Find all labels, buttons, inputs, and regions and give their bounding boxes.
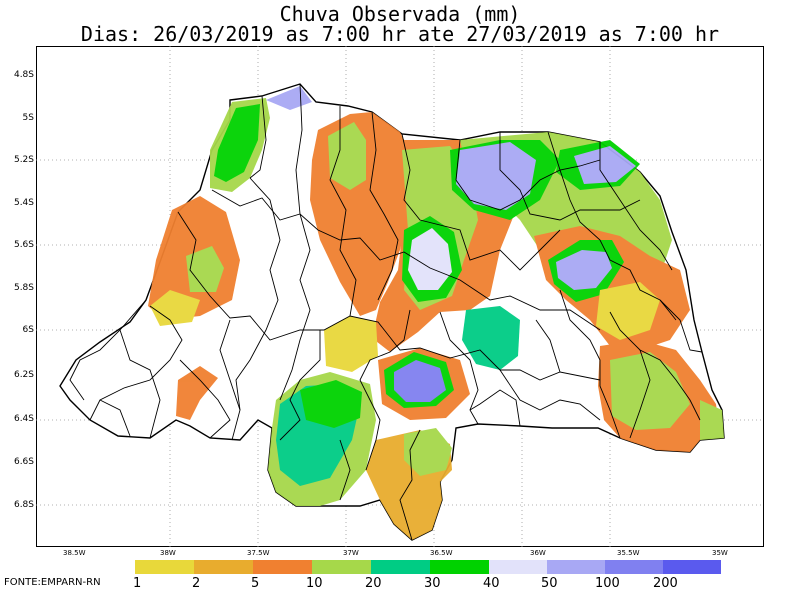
legend-label: 10	[306, 576, 323, 591]
legend-swatch	[194, 560, 253, 574]
legend-label: 5	[251, 576, 260, 591]
x-tick-label: 36W	[530, 549, 546, 557]
municipal-boundaries	[69, 83, 703, 541]
rain-area-coast-core	[574, 146, 636, 184]
rain-area-east-core	[556, 250, 612, 290]
legend-label: 200	[653, 576, 678, 591]
legend-swatch	[547, 560, 605, 574]
rain-area-east-light	[596, 282, 660, 340]
rain-area-northwest-core	[214, 104, 260, 182]
legend-label: 30	[424, 576, 441, 591]
y-tick-label: 5.6S	[13, 240, 34, 250]
legend-swatch	[489, 560, 547, 574]
rain-area-central-north-core	[328, 122, 366, 190]
legend-label: 2	[192, 576, 201, 591]
y-tick-label: 6.4S	[13, 414, 34, 424]
x-tick-label: 35W	[712, 549, 728, 557]
map-frame	[36, 46, 764, 547]
y-tick-label: 6S	[22, 325, 34, 335]
x-tick-label: 37.5W	[247, 549, 270, 557]
rain-area-east-coast	[700, 400, 724, 440]
legend-swatch	[371, 560, 430, 574]
x-tick-label: 38W	[160, 549, 176, 557]
legend-label: 20	[365, 576, 382, 591]
map-period: Dias: 26/03/2019 as 7:00 hr ate 27/03/20…	[80, 22, 720, 46]
y-tick-label: 5.2S	[13, 155, 34, 165]
legend-label: 40	[483, 576, 500, 591]
x-tick-label: 37W	[343, 549, 359, 557]
map-title: Chuva Observada (mm)	[279, 2, 521, 26]
y-tick-label: 5S	[22, 113, 34, 123]
rain-area-central-peak	[408, 228, 452, 290]
legend-swatch	[663, 560, 721, 574]
x-tick-label: 38.5W	[63, 549, 86, 557]
y-tick-label: 6.2S	[13, 370, 34, 380]
legend-swatch	[312, 560, 371, 574]
x-tick-label: 36.5W	[430, 549, 453, 557]
x-tick-label: 35.5W	[617, 549, 640, 557]
rain-area-central-west	[324, 316, 378, 372]
rain-area-west-core	[186, 246, 224, 292]
y-tick-label: 6.8S	[13, 500, 34, 510]
legend-label: 50	[541, 576, 558, 591]
y-tick-label: 4.8S	[13, 70, 34, 80]
rain-area-southeast-core	[610, 352, 690, 430]
rain-area-west-south	[176, 366, 218, 420]
legend-label: 100	[595, 576, 620, 591]
rain-area-southwest-peak	[300, 380, 362, 428]
rain-area-central-south-green	[462, 306, 520, 370]
y-tick-label: 5.4S	[13, 198, 34, 208]
legend-swatch	[253, 560, 312, 574]
rain-shading	[148, 86, 724, 540]
rain-area-west-light	[150, 290, 200, 326]
legend-swatch	[430, 560, 489, 574]
data-source-label: FONTE:EMPARN-RN	[4, 577, 101, 588]
legend-swatch	[135, 560, 194, 574]
rain-area-south-center-peak	[394, 360, 446, 402]
y-tick-label: 6.6S	[13, 457, 34, 467]
legend-label: 1	[133, 576, 142, 591]
rain-area-south-core	[404, 428, 452, 476]
y-tick-label: 5.8S	[13, 283, 34, 293]
rain-area-northeast-core	[456, 142, 536, 210]
legend-swatch	[605, 560, 663, 574]
